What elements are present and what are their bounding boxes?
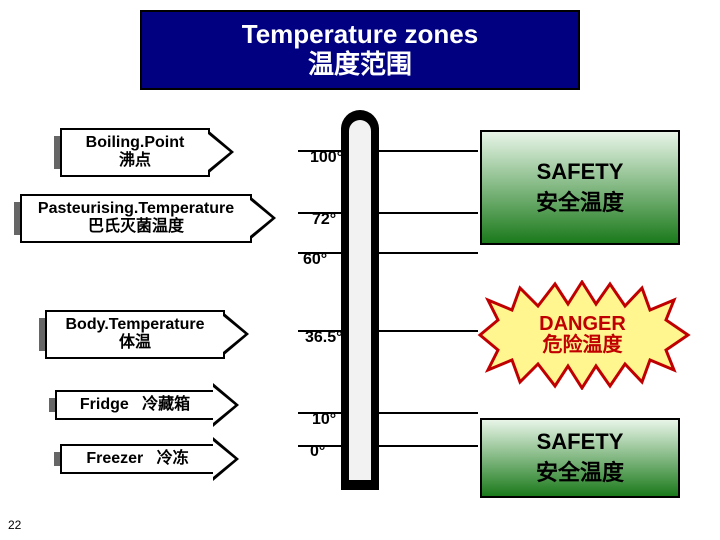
label-body-en: Body.Temperature xyxy=(55,316,215,334)
title-box: Temperature zones 温度范围 xyxy=(140,10,580,90)
zone-safety-bottom-en: SAFETY xyxy=(537,429,624,455)
zone-danger: DANGER 危险温度 xyxy=(470,280,695,390)
label-fridge-zh: 冷藏箱 xyxy=(142,396,190,413)
label-pasteur-en: Pasteurising.Temperature xyxy=(30,200,242,218)
zone-danger-zh: 危险温度 xyxy=(543,335,623,356)
temp-72: 72° xyxy=(312,211,336,229)
zone-safety-bottom-zh: 安全温度 xyxy=(536,455,624,487)
zone-safety-top-zh: 安全温度 xyxy=(536,185,624,217)
label-boiling: Boiling.Point 沸点 xyxy=(60,128,210,177)
slide-number: 22 xyxy=(8,518,21,532)
label-fridge: Fridge 冷藏箱 xyxy=(55,390,215,420)
temp-36-5: 36.5° xyxy=(305,329,343,347)
label-pasteur: Pasteurising.Temperature 巴氏灭菌温度 xyxy=(20,194,252,243)
temp-10: 10° xyxy=(312,411,336,429)
label-pasteur-zh: 巴氏灭菌温度 xyxy=(30,218,242,236)
label-boiling-en: Boiling.Point xyxy=(70,134,200,152)
thermo-tube-inner xyxy=(349,120,371,480)
label-freezer: Freezer 冷冻 xyxy=(60,444,215,474)
label-freezer-en: Freezer xyxy=(86,450,143,467)
label-body-zh: 体温 xyxy=(55,334,215,352)
label-boiling-zh: 沸点 xyxy=(70,152,200,170)
zone-safety-top: SAFETY 安全温度 xyxy=(480,130,680,245)
label-fridge-en: Fridge xyxy=(80,396,129,413)
zone-safety-top-en: SAFETY xyxy=(537,159,624,185)
label-freezer-zh: 冷冻 xyxy=(157,450,189,467)
temp-0: 0° xyxy=(310,443,325,461)
label-body: Body.Temperature 体温 xyxy=(45,310,225,359)
zone-safety-bottom: SAFETY 安全温度 xyxy=(480,418,680,498)
temp-60: 60° xyxy=(303,251,327,269)
temp-100: 100° xyxy=(310,149,343,167)
thermometer xyxy=(295,110,425,495)
title-en: Temperature zones xyxy=(242,20,478,50)
title-zh: 温度范围 xyxy=(308,50,412,80)
zone-danger-en: DANGER xyxy=(539,314,626,335)
